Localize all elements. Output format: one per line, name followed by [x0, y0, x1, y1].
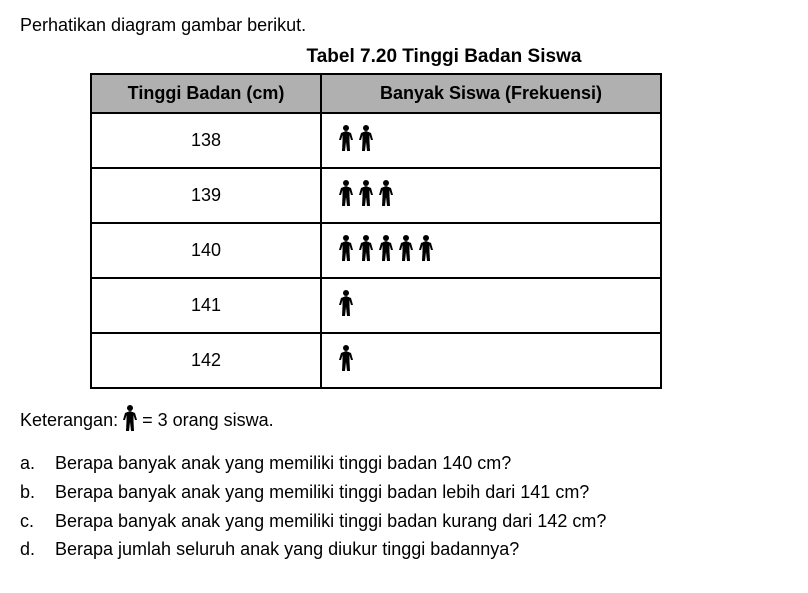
person-icon [337, 124, 355, 157]
frequency-icons [321, 223, 661, 278]
person-icon [417, 234, 435, 267]
table-body: 138 139 140 141 142 [91, 113, 661, 388]
question-item: c. Berapa banyak anak yang memiliki tingg… [20, 507, 788, 536]
legend: Keterangan: = 3 orang siswa. [20, 404, 788, 437]
questions-list: a. Berapa banyak anak yang memiliki tingg… [20, 449, 788, 564]
question-item: d. Berapa jumlah seluruh anak yang diukur… [20, 535, 788, 564]
person-icon [337, 344, 355, 377]
question-item: b. Berapa banyak anak yang memiliki tingg… [20, 478, 788, 507]
person-icon [357, 234, 375, 267]
person-icon [357, 179, 375, 212]
legend-prefix: Keterangan: [20, 410, 118, 431]
frequency-icons [321, 113, 661, 168]
frequency-icons [321, 168, 661, 223]
table-row: 138 [91, 113, 661, 168]
height-value: 142 [91, 333, 321, 388]
question-text: Berapa banyak anak yang memiliki tinggi … [55, 507, 606, 536]
height-value: 140 [91, 223, 321, 278]
table-row: 142 [91, 333, 661, 388]
data-table: Tinggi Badan (cm) Banyak Siswa (Frekuens… [90, 73, 662, 389]
table-header-frequency: Banyak Siswa (Frekuensi) [321, 74, 661, 113]
question-letter: d. [20, 535, 40, 564]
table-row: 141 [91, 278, 661, 333]
table-header-height: Tinggi Badan (cm) [91, 74, 321, 113]
question-text: Berapa banyak anak yang memiliki tinggi … [55, 449, 511, 478]
frequency-icons [321, 278, 661, 333]
person-icon [337, 289, 355, 322]
question-item: a. Berapa banyak anak yang memiliki tingg… [20, 449, 788, 478]
person-icon [121, 404, 139, 437]
table-title: Tabel 7.20 Tinggi Badan Siswa [100, 46, 788, 68]
question-text: Berapa banyak anak yang memiliki tinggi … [55, 478, 589, 507]
question-letter: c. [20, 507, 40, 536]
person-icon [337, 179, 355, 212]
question-letter: b. [20, 478, 40, 507]
person-icon [337, 234, 355, 267]
person-icon [377, 179, 395, 212]
person-icon [357, 124, 375, 157]
height-value: 141 [91, 278, 321, 333]
intro-text: Perhatikan diagram gambar berikut. [20, 15, 788, 36]
question-text: Berapa jumlah seluruh anak yang diukur t… [55, 535, 519, 564]
table-row: 140 [91, 223, 661, 278]
height-value: 138 [91, 113, 321, 168]
frequency-icons [321, 333, 661, 388]
person-icon [397, 234, 415, 267]
question-letter: a. [20, 449, 40, 478]
legend-suffix: = 3 orang siswa. [142, 410, 274, 431]
person-icon [377, 234, 395, 267]
table-row: 139 [91, 168, 661, 223]
height-value: 139 [91, 168, 321, 223]
